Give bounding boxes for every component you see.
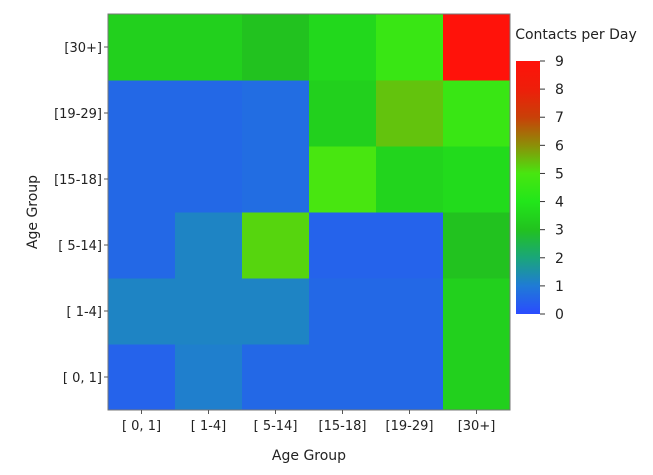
colorbar-tick-label: 5: [555, 166, 564, 182]
x-axis-ticks: [ 0, 1] [ 1-4] [ 5-14] [15-18] [19-29] [30+]: [122, 410, 495, 434]
heatmap-cell: [376, 146, 444, 213]
heatmap-cell: [242, 344, 310, 411]
colorbar-tick-label: 8: [555, 82, 564, 98]
heatmap-cell: [175, 80, 243, 147]
y-tick-label: [ 0, 1]: [63, 371, 102, 386]
x-tick-label: [ 1-4]: [191, 419, 227, 434]
colorbar: [516, 61, 540, 314]
colorbar-ticks: 0 1 2 3 4 5 6 7 8 9: [540, 54, 564, 323]
heatmap-cell: [309, 344, 377, 411]
heatmap-cell: [242, 80, 310, 147]
colorbar-tick-label: 3: [555, 223, 564, 239]
heatmap-cell: [242, 146, 310, 213]
colorbar-tick-label: 4: [555, 195, 564, 211]
heatmap-cell: [242, 278, 310, 345]
heatmap-cell: [443, 14, 511, 81]
colorbar-tick-label: 6: [555, 138, 564, 154]
heatmap-cell: [376, 14, 444, 81]
heatmap-cell: [443, 212, 511, 279]
y-tick-label: [30+]: [64, 41, 102, 56]
heatmap-cell: [242, 14, 310, 81]
x-axis-title: Age Group: [272, 448, 346, 464]
heatmap-cell: [443, 146, 511, 213]
heatmap-cell: [175, 146, 243, 213]
heatmap-cell: [175, 212, 243, 279]
heatmap-cell: [108, 344, 176, 411]
heatmap-cell: [108, 80, 176, 147]
heatmap-cell: [175, 344, 243, 411]
colorbar-tick-label: 9: [555, 54, 564, 70]
colorbar-tick-label: 1: [555, 279, 564, 295]
y-axis-ticks: [ 0, 1] [ 1-4] [ 5-14] [15-18] [19-29] [30+]: [54, 41, 108, 386]
heatmap-cell: [309, 146, 377, 213]
x-tick-label: [ 5-14]: [254, 419, 298, 434]
y-tick-label: [19-29]: [54, 107, 102, 122]
heatmap-cell: [108, 212, 176, 279]
heatmap-cell: [108, 14, 176, 81]
heatmap-cell: [376, 344, 444, 411]
x-tick-label: [15-18]: [319, 419, 367, 434]
heatmap-cell: [376, 212, 444, 279]
y-tick-label: [ 5-14]: [58, 239, 102, 254]
heatmap-cell: [309, 212, 377, 279]
heatmap-cells: [108, 14, 511, 411]
y-tick-label: [ 1-4]: [66, 305, 102, 320]
heatmap-cell: [108, 146, 176, 213]
heatmap-cell: [175, 278, 243, 345]
heatmap-cell: [242, 212, 310, 279]
heatmap-cell: [376, 80, 444, 147]
x-tick-label: [ 0, 1]: [122, 419, 161, 434]
heatmap-cell: [309, 80, 377, 147]
x-tick-label: [19-29]: [386, 419, 434, 434]
heatmap-cell: [108, 278, 176, 345]
y-tick-label: [15-18]: [54, 173, 102, 188]
y-axis-title: Age Group: [25, 175, 41, 249]
colorbar-tick-label: 7: [555, 110, 564, 126]
heatmap-cell: [309, 278, 377, 345]
heatmap-cell: [309, 14, 377, 81]
heatmap-cell: [376, 278, 444, 345]
colorbar-title: Contacts per Day: [515, 27, 637, 43]
heatmap-cell: [443, 344, 511, 411]
heatmap-cell: [443, 80, 511, 147]
heatmap-cell: [443, 278, 511, 345]
plot-frame: [107, 13, 511, 411]
x-tick-label: [30+]: [458, 419, 496, 434]
heatmap-cell: [175, 14, 243, 81]
colorbar-tick-label: 0: [555, 307, 564, 323]
colorbar-tick-label: 2: [555, 251, 564, 267]
